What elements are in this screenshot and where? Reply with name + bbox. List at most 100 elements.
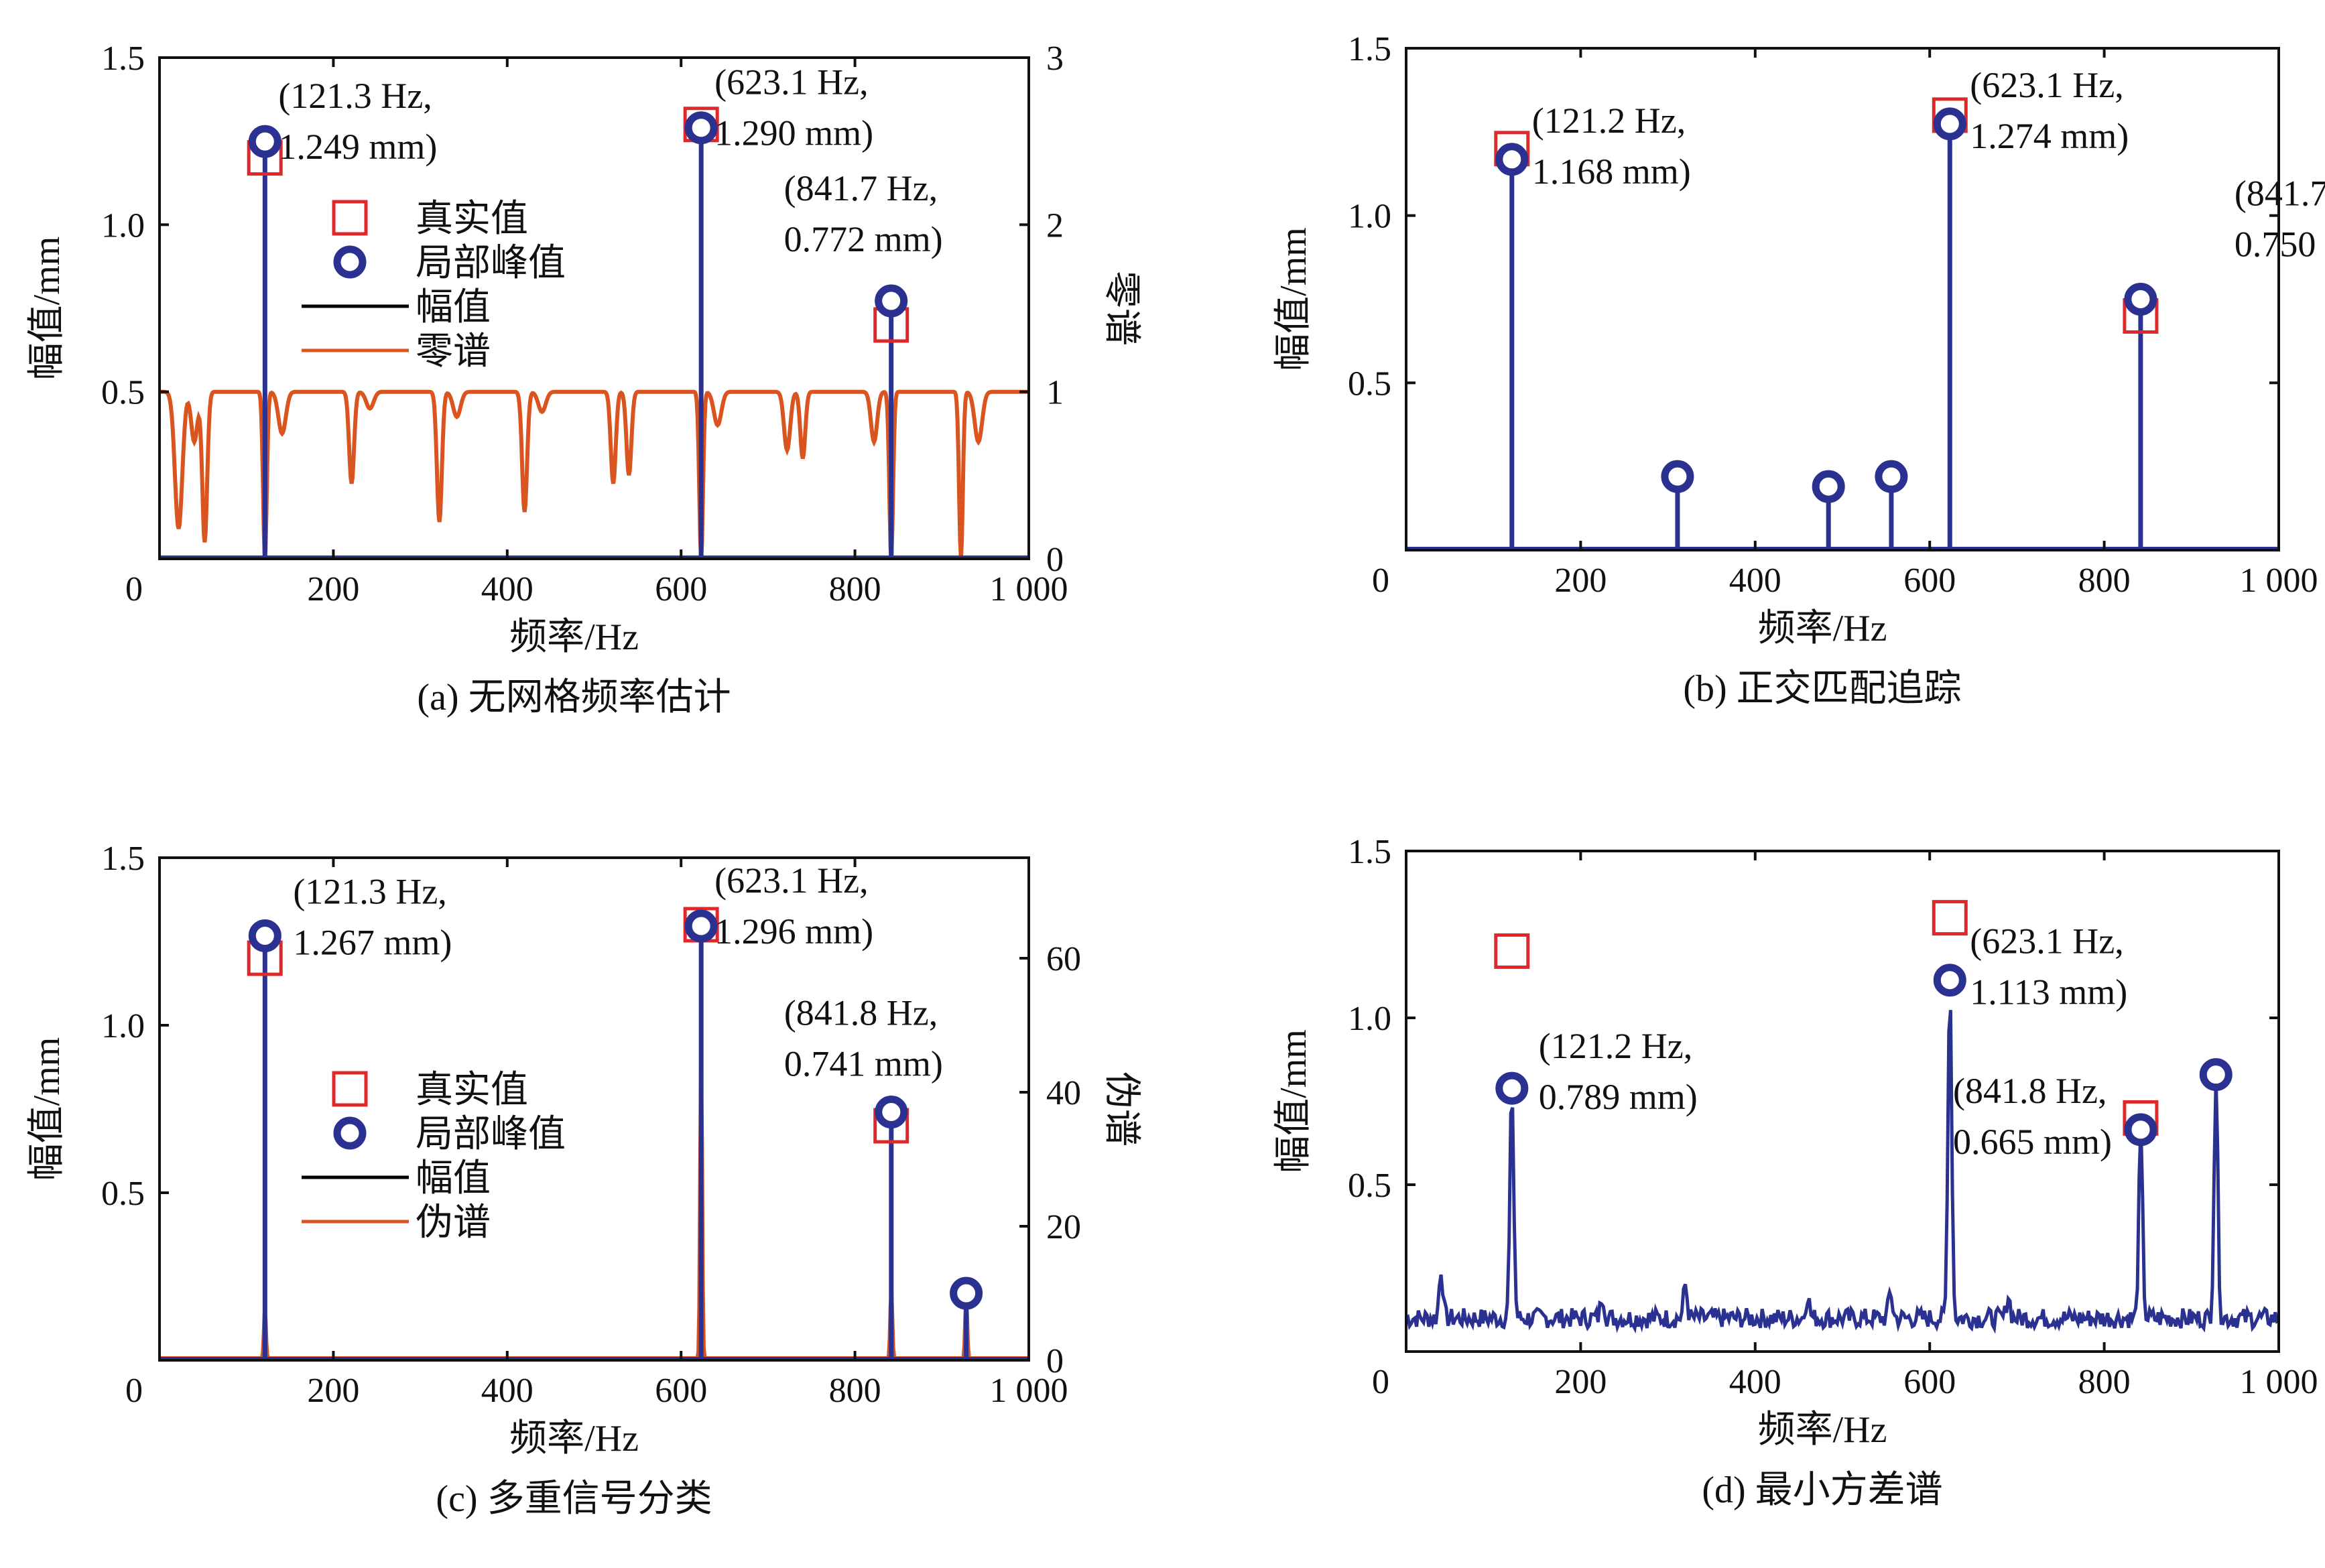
x-tick-label: 600 [655,570,707,608]
x-tick-label: 800 [2078,1363,2131,1401]
y-tick-label: 1.5 [101,840,145,878]
y-axis-label: 幅值/mm [1273,227,1314,371]
y-tick-label: 1.0 [1348,198,1391,236]
y-tick-label: 1.5 [101,40,145,78]
annotation-line1: (623.1 Hz, [714,62,868,103]
peak-marker-3 [2199,1058,2233,1092]
x-tick-label: 800 [829,570,881,608]
peak-marker-5 [2124,283,2157,316]
peak-marker-1 [1933,964,1966,997]
peak-marker-2 [875,284,908,318]
annotation-line2: 1.267 mm) [293,923,452,963]
legend-circle [333,245,367,279]
peak-marker-2 [875,1096,908,1128]
y-tick-label: 0.5 [1348,1167,1391,1205]
peak-marker-2 [2124,1113,2157,1147]
y-tick-label: 0.5 [101,1175,145,1213]
x-tick-label: 600 [1903,562,1956,600]
legend-square [332,200,368,236]
annotation-line1: (841.8 Hz, [784,993,938,1033]
annotation-line2: 1.249 mm) [278,127,437,167]
x-tick-label: 400 [1729,1363,1781,1401]
x-tick-label: 0 [125,570,143,608]
x-tick-label: 0 [125,1372,143,1410]
legend-label: 局部峰值 [416,1114,566,1155]
annotation-line1: (121.3 Hz, [293,872,446,912]
right-tick-label: 2 [1046,206,1064,245]
x-tick-label: 0 [1372,1363,1389,1401]
x-tick-label: 400 [481,570,533,608]
annotation-line1: (841.8 Hz, [1953,1071,2107,1111]
annotation-line2: 1.296 mm) [714,911,873,952]
x-tick-label: 200 [1554,562,1607,600]
x-tick-label: 600 [655,1372,707,1410]
annotation-line2: 1.113 mm) [1970,972,2127,1012]
peak-marker-1 [684,111,718,145]
y-axis-label: 幅值/mm [26,237,68,381]
x-tick-label: 800 [2078,562,2131,600]
panel-caption: (b) 正交匹配追踪 [1683,668,1961,710]
annotation-line2: 0.750 mm) [2235,224,2325,265]
peak-marker-2 [1812,470,1845,503]
y-tick-label: 1.0 [101,1007,145,1045]
legend-label: 幅值 [416,287,491,328]
peak-marker-1 [1661,460,1694,493]
annotation-line2: 1.274 mm) [1970,116,2129,156]
annotation-line1: (623.1 Hz, [1970,921,2123,962]
x-tick-label: 1 000 [990,570,1068,608]
peak-marker-1 [684,909,718,943]
legend-label: 真实值 [416,198,528,240]
annotation-line1: (841.7 Hz, [784,168,938,208]
annotation-line2: 1.290 mm) [714,113,873,153]
x-tick-label: 0 [1372,562,1389,600]
x-tick-label: 400 [1729,562,1781,600]
legend-label: 局部峰值 [416,243,566,284]
peak-marker-0 [1495,143,1529,176]
legend-circle [333,1116,367,1150]
x-tick-label: 200 [307,1372,359,1410]
x-axis-label: 频率/Hz [1758,1409,1887,1451]
right-axis-label: 零谱 [1101,271,1142,346]
annotation-line1: (121.2 Hz, [1532,101,1686,141]
legend-label: 伪谱 [416,1202,491,1244]
y-tick-label: 1.5 [1348,833,1391,871]
panel-c: 0 200 400 600 800 1 000 0.5 1.0 1.5 0 20 40 60 伪谱频率/H… [26,840,1142,1520]
legend-square [332,1071,368,1107]
panel-caption: (d) 最小方差谱 [1702,1469,1942,1511]
panel-d: 0 200 400 600 800 1 000 0.5 1.0 1.5 频率/Hz 幅值/mm (d)… [1273,833,2318,1511]
y-tick-label: 1.5 [1348,30,1391,68]
x-tick-label: 1 000 [2240,1363,2318,1401]
annotation-line1: (623.1 Hz, [1970,65,2123,105]
y-tick-label: 0.5 [1348,365,1391,403]
y-tick-label: 0.5 [101,374,145,412]
x-tick-label: 600 [1903,1363,1956,1401]
y-axis-label: 幅值/mm [1273,1029,1314,1173]
peak-marker-3 [1875,460,1908,493]
x-tick-label: 400 [481,1372,533,1410]
right-tick-label: 20 [1046,1208,1081,1246]
plot-frame [158,856,1030,1362]
x-axis-label: 频率/Hz [509,1418,639,1459]
plot-frame [158,56,1030,560]
annotation-line2: 0.741 mm) [784,1044,943,1084]
right-tick-label: 3 [1046,40,1064,78]
peak-marker-0 [1495,1071,1529,1105]
peak-marker-3 [950,1277,983,1310]
peak-marker-0 [248,125,281,158]
x-tick-label: 1 000 [2240,562,2318,600]
y-axis-label: 幅值/mm [26,1037,68,1181]
annotation-line2: 1.168 mm) [1532,151,1691,192]
y-tick-label: 1.0 [1348,1000,1391,1038]
x-tick-label: 1 000 [990,1372,1068,1410]
right-axis-label: 伪谱 [1101,1071,1142,1147]
annotation-line1: (623.1 Hz, [714,860,868,901]
annotation-line1: (121.3 Hz, [278,76,432,116]
right-tick-label: 40 [1046,1074,1081,1112]
x-tick-label: 200 [307,570,359,608]
panel-caption: (a) 无网格频率估计 [417,677,731,718]
x-tick-label: 800 [829,1372,881,1410]
x-axis-label: 频率/Hz [509,616,639,658]
plot-frame [1405,47,2280,551]
